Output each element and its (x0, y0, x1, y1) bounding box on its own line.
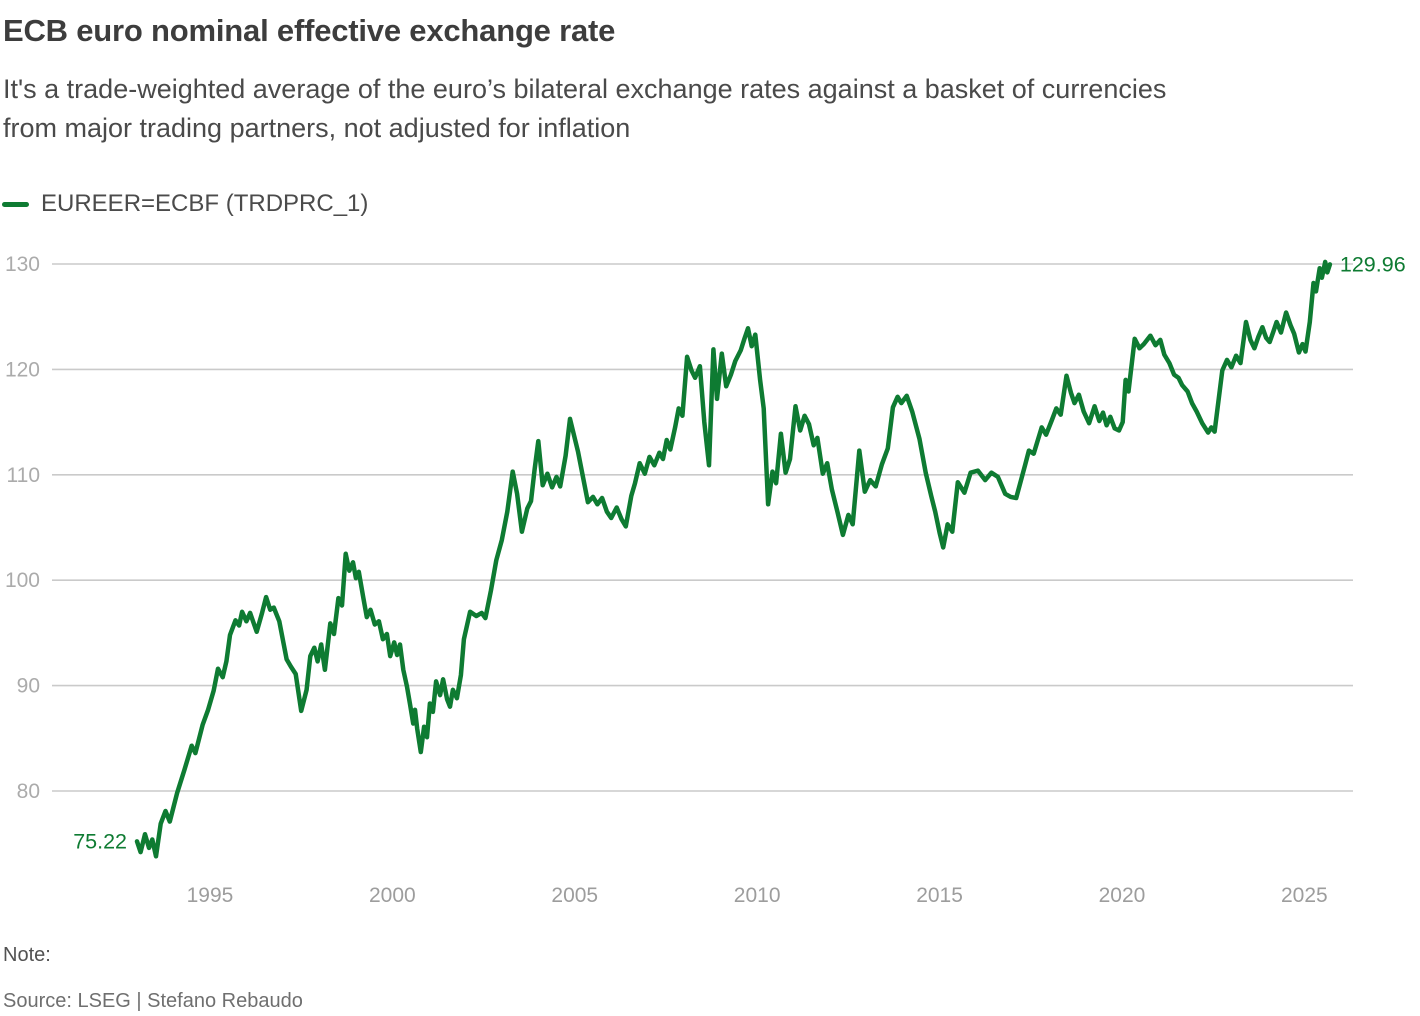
source-credit: Source: LSEG | Stefano Rebaudo (3, 990, 303, 1012)
y-axis-tick-label: 80 (17, 780, 40, 803)
legend: EUREER=ECBF (TRDPRC_1) (2, 190, 368, 218)
x-axis-tick-label: 2025 (1281, 884, 1328, 907)
x-axis-tick-label: 1995 (187, 884, 234, 907)
note-label: Note: (3, 944, 51, 966)
y-axis-tick-label: 100 (5, 569, 40, 592)
start-value-label: 75.22 (73, 829, 127, 853)
y-axis-tick-label: 90 (17, 675, 40, 698)
chart-area: 130 120 110 100 90 80 1995 2000 2005 2010 2015 2020… (0, 230, 1420, 930)
page-title: ECB euro nominal effective exchange rate (3, 13, 616, 48)
chart-subtitle: It's a trade-weighted average of the eur… (3, 74, 1167, 143)
y-axis-tick-label: 120 (5, 358, 40, 381)
end-value-label: 129.96 (1340, 252, 1406, 276)
y-axis-tick-label: 110 (7, 464, 40, 487)
x-axis-tick-label: 2000 (369, 884, 416, 907)
x-axis-tick-label: 2015 (916, 884, 963, 907)
y-axis-tick-label: 130 (5, 253, 40, 276)
x-axis-tick-label: 2005 (551, 884, 598, 907)
data-line (134, 259, 1333, 859)
chart-svg: 130 120 110 100 90 80 1995 2000 2005 2010 2015 2020… (5, 252, 1406, 907)
x-axis-tick-label: 2020 (1099, 884, 1146, 907)
x-axis-tick-label: 2010 (734, 884, 781, 907)
legend-line-swatch (2, 201, 29, 207)
legend-series-label: EUREER=ECBF (TRDPRC_1) (41, 190, 369, 217)
